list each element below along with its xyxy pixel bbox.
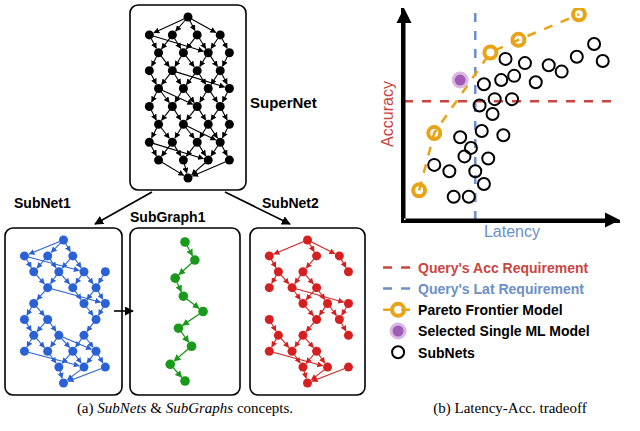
svg-text:Accuracy: Accuracy	[379, 81, 396, 147]
svg-text:Selected Single ML Model: Selected Single ML Model	[418, 323, 590, 339]
svg-text:SubGraph1: SubGraph1	[130, 209, 206, 225]
html-text:(b) Latency-Acc. tradeoff: (b) Latency-Acc. tradeoff	[433, 400, 587, 416]
html-text:(a) SubNets & SubGraphs concep: (a) SubNets & SubGraphs concepts.	[76, 400, 294, 416]
svg-text:SubNet1: SubNet1	[14, 195, 71, 211]
svg-text:SubNet2: SubNet2	[262, 195, 319, 211]
svg-text:Latency: Latency	[484, 223, 540, 240]
svg-text:SuperNet: SuperNet	[250, 94, 317, 111]
svg-text:Query's Lat Requirement: Query's Lat Requirement	[418, 281, 584, 297]
svg-text:SubNets: SubNets	[418, 345, 475, 361]
svg-text:Query's Acc Requirement: Query's Acc Requirement	[418, 260, 588, 276]
svg-text:Pareto Frontier Model: Pareto Frontier Model	[418, 302, 563, 318]
